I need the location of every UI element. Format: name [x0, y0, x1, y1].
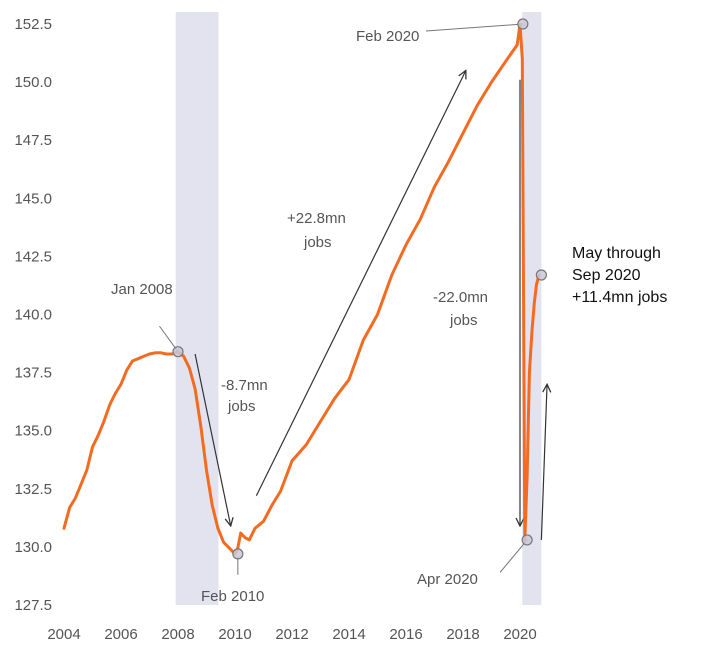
x-tick-label: 2008: [161, 626, 194, 643]
label-minus-8-7mn: -8.7mn: [221, 377, 268, 394]
y-tick-label: 127.5: [14, 597, 52, 614]
recession-shading: [175, 12, 542, 605]
label-may-through: May through: [572, 245, 661, 262]
annotation-arrow-4: [540, 384, 547, 540]
x-tick-label: 2014: [332, 626, 365, 643]
data-point-marker-1: [172, 346, 184, 358]
annotation-arrow-2: [255, 70, 465, 497]
series-line-1: [62, 22, 541, 556]
data-point-marker-2: [232, 548, 244, 560]
y-tick-label: 135.0: [14, 423, 52, 440]
x-axis-tick-labels: 2004 2006 2008 2010 2012 2014 2016 2018 2020: [47, 626, 536, 643]
label-minus-22mn-jobs: jobs: [449, 312, 478, 329]
annotation-arrows: [159, 23, 547, 575]
x-tick-label: 2010: [218, 626, 251, 643]
leader-line-4: [499, 539, 528, 573]
y-tick-label: 142.5: [14, 248, 52, 265]
y-tick-label: 130.0: [14, 539, 52, 556]
label-plus-11-4mn-jobs: +11.4mn jobs: [572, 289, 667, 306]
y-axis-tick-labels: 127.5 130.0 132.5 135.0 137.5 140.0 142.5 145.0…: [14, 16, 52, 614]
x-tick-label: 2018: [446, 626, 479, 643]
annotation-labels: Jan 2008 Feb 2010 Feb 2020 Apr 2020 -8.7…: [111, 28, 667, 605]
data-point-marker-3: [517, 18, 529, 30]
label-plus-22-8mn-jobs: jobs: [303, 234, 332, 251]
y-tick-label: 147.5: [14, 132, 52, 149]
x-tick-label: 2020: [503, 626, 536, 643]
x-tick-label: 2016: [389, 626, 422, 643]
x-tick-label: 2004: [47, 626, 80, 643]
label-sep-2020: Sep 2020: [572, 267, 641, 284]
y-tick-label: 145.0: [14, 190, 52, 207]
y-tick-label: 152.5: [14, 16, 52, 33]
y-tick-label: 140.0: [14, 307, 52, 324]
y-tick-label: 137.5: [14, 365, 52, 382]
marker-layer: [172, 18, 547, 560]
label-plus-22-8mn: +22.8mn: [287, 210, 346, 227]
label-apr-2020: Apr 2020: [417, 571, 478, 588]
leader-line-3: [425, 23, 523, 32]
data-point-marker-4: [521, 534, 533, 546]
data-point-marker-5: [535, 269, 547, 281]
label-feb-2010: Feb 2010: [201, 588, 264, 605]
label-feb-2020: Feb 2020: [356, 28, 419, 45]
annotation-arrow-1: [194, 353, 231, 526]
series-layer: [62, 22, 541, 556]
y-tick-label: 132.5: [14, 481, 52, 498]
x-tick-label: 2006: [104, 626, 137, 643]
recession-band-1: [175, 12, 219, 605]
label-minus-22mn: -22.0mn: [433, 289, 488, 306]
label-minus-8-7mn-jobs: jobs: [227, 398, 256, 415]
x-tick-label: 2012: [275, 626, 308, 643]
y-tick-label: 150.0: [14, 74, 52, 91]
label-jan-2008: Jan 2008: [111, 281, 173, 298]
